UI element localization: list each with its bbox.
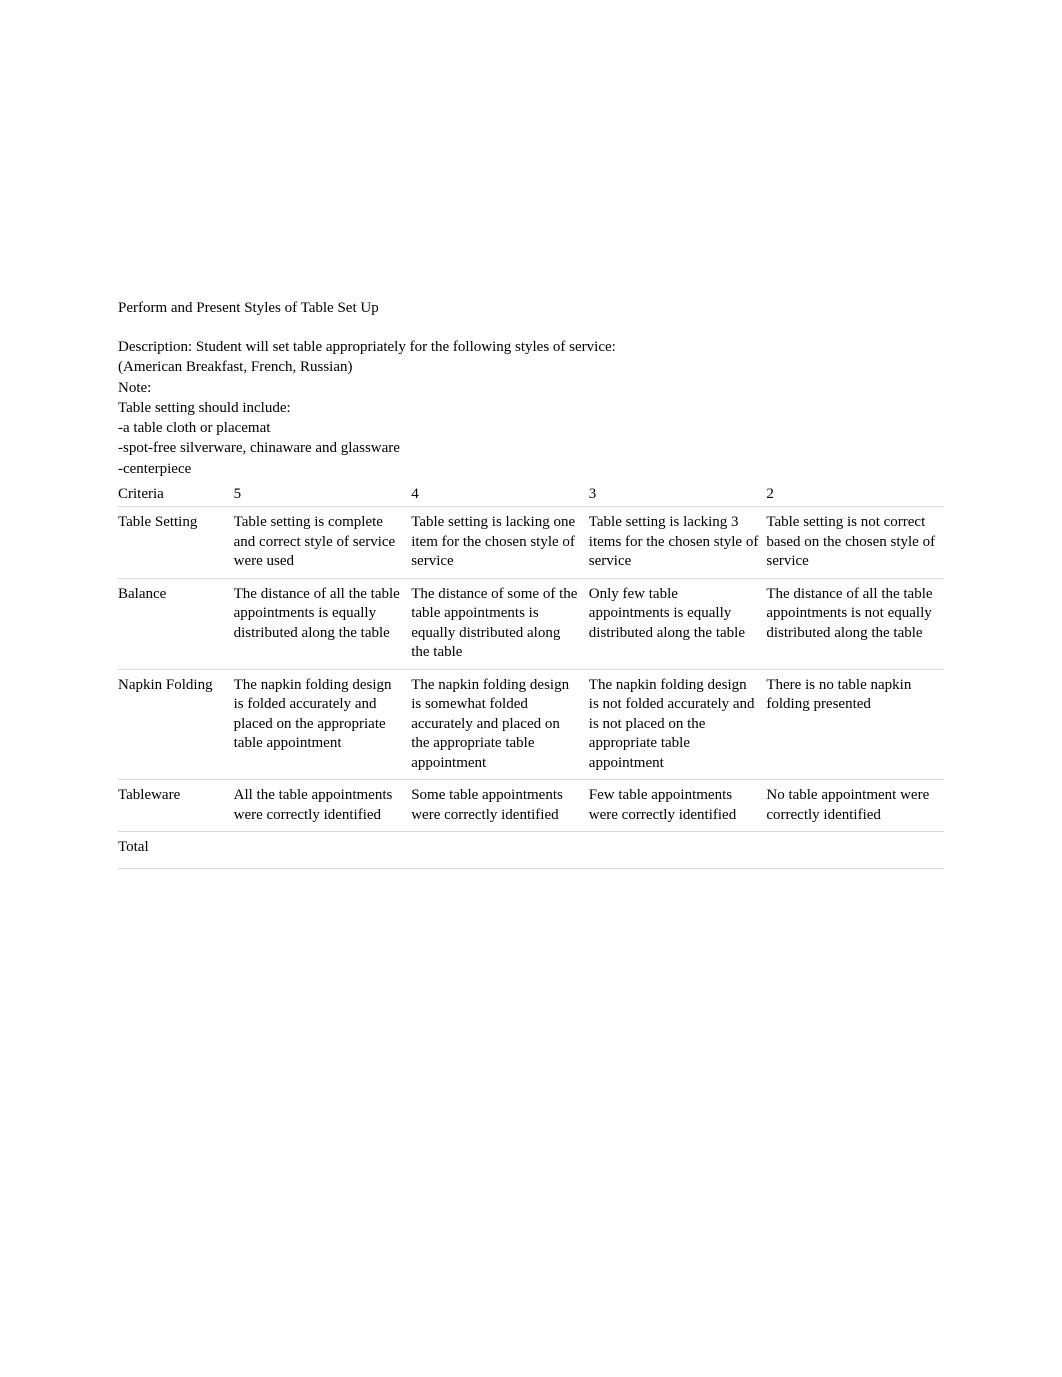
score-cell: Few table appointments were correctly id… bbox=[589, 780, 767, 832]
description-line: -centerpiece bbox=[118, 459, 944, 479]
score-cell: Table setting is complete and correct st… bbox=[234, 507, 412, 579]
table-row: Table Setting Table setting is complete … bbox=[118, 507, 944, 579]
rubric-table: Criteria 5 4 3 2 Table Setting Table set… bbox=[118, 483, 944, 869]
criteria-cell: Balance bbox=[118, 578, 234, 669]
total-cell bbox=[766, 832, 944, 869]
score-cell: Only few table appointments is equally d… bbox=[589, 578, 767, 669]
criteria-cell: Tableware bbox=[118, 780, 234, 832]
score-cell: No table appointment were correctly iden… bbox=[766, 780, 944, 832]
description-line: Table setting should include: bbox=[118, 398, 944, 418]
table-row: Balance The distance of all the table ap… bbox=[118, 578, 944, 669]
score-cell: Table setting is lacking 3 items for the… bbox=[589, 507, 767, 579]
description-block: Description: Student will set table appr… bbox=[118, 337, 944, 479]
description-line: Description: Student will set table appr… bbox=[118, 337, 944, 357]
criteria-cell: Table Setting bbox=[118, 507, 234, 579]
total-cell bbox=[234, 832, 412, 869]
score-cell: The napkin folding design is folded accu… bbox=[234, 669, 412, 780]
header-criteria: Criteria bbox=[118, 483, 234, 507]
header-score-5: 5 bbox=[234, 483, 412, 507]
document-title: Perform and Present Styles of Table Set … bbox=[118, 300, 944, 317]
criteria-cell: Napkin Folding bbox=[118, 669, 234, 780]
description-line: (American Breakfast, French, Russian) bbox=[118, 357, 944, 377]
header-score-2: 2 bbox=[766, 483, 944, 507]
header-score-4: 4 bbox=[411, 483, 589, 507]
description-line: -spot-free silverware, chinaware and gla… bbox=[118, 438, 944, 458]
score-cell: All the table appointments were correctl… bbox=[234, 780, 412, 832]
total-row: Total bbox=[118, 832, 944, 869]
score-cell: The napkin folding design is not folded … bbox=[589, 669, 767, 780]
score-cell: Table setting is not correct based on th… bbox=[766, 507, 944, 579]
total-cell bbox=[589, 832, 767, 869]
table-row: Napkin Folding The napkin folding design… bbox=[118, 669, 944, 780]
description-line: -a table cloth or placemat bbox=[118, 418, 944, 438]
score-cell: The distance of some of the table appoin… bbox=[411, 578, 589, 669]
table-header-row: Criteria 5 4 3 2 bbox=[118, 483, 944, 507]
score-cell: Table setting is lacking one item for th… bbox=[411, 507, 589, 579]
header-score-3: 3 bbox=[589, 483, 767, 507]
table-row: Tableware All the table appointments wer… bbox=[118, 780, 944, 832]
total-label: Total bbox=[118, 832, 234, 869]
description-line: Note: bbox=[118, 378, 944, 398]
score-cell: The distance of all the table appointmen… bbox=[234, 578, 412, 669]
score-cell: Some table appointments were correctly i… bbox=[411, 780, 589, 832]
total-cell bbox=[411, 832, 589, 869]
score-cell: The napkin folding design is somewhat fo… bbox=[411, 669, 589, 780]
score-cell: The distance of all the table appointmen… bbox=[766, 578, 944, 669]
score-cell: There is no table napkin folding present… bbox=[766, 669, 944, 780]
